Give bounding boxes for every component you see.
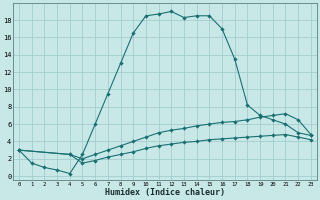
X-axis label: Humidex (Indice chaleur): Humidex (Indice chaleur) [105,188,225,197]
